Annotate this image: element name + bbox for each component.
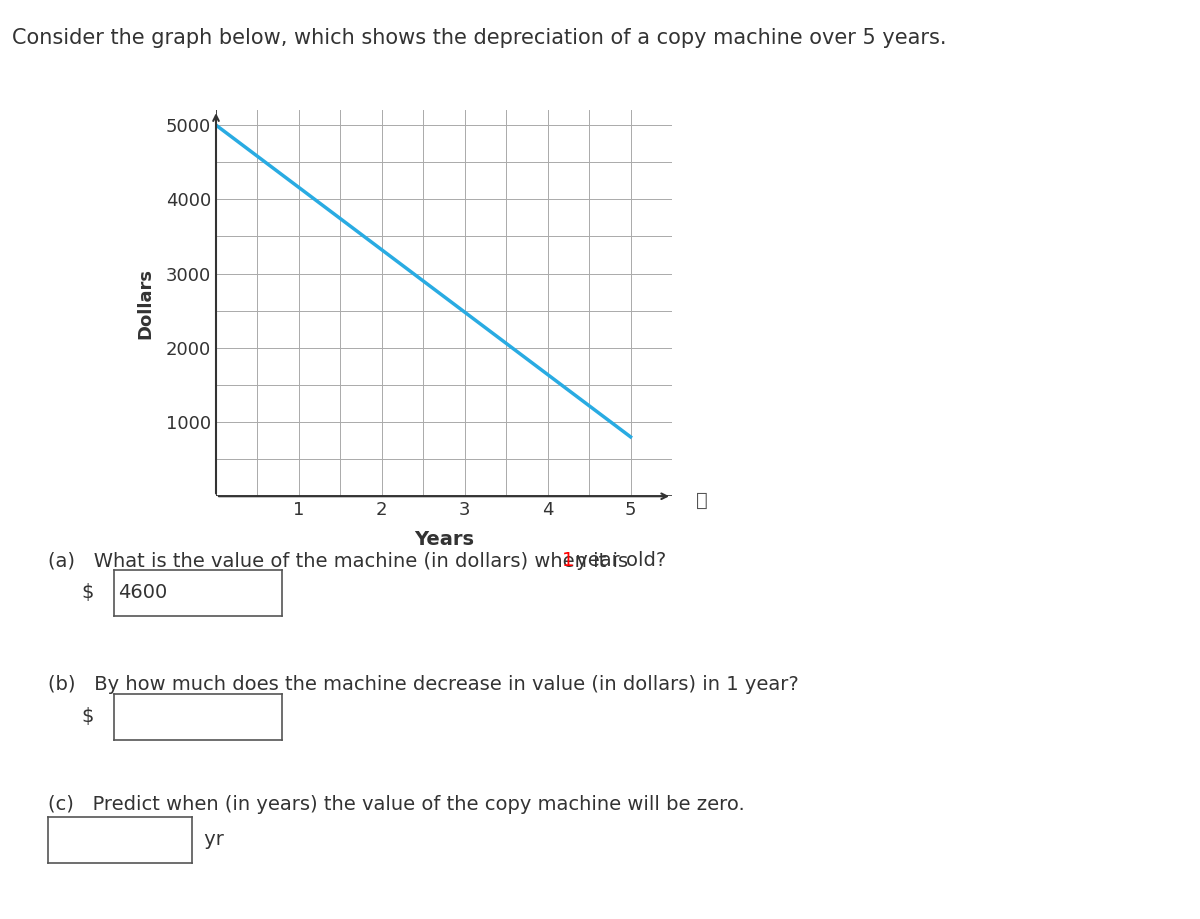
Text: (b)   By how much does the machine decrease in value (in dollars) in 1 year?: (b) By how much does the machine decreas… bbox=[48, 675, 799, 695]
Text: $: $ bbox=[82, 584, 101, 602]
Text: yr: yr bbox=[198, 831, 224, 849]
Text: 1: 1 bbox=[562, 551, 575, 571]
Text: year old?: year old? bbox=[570, 551, 667, 571]
X-axis label: Years: Years bbox=[414, 530, 474, 550]
Y-axis label: Dollars: Dollars bbox=[137, 267, 155, 339]
Text: (c)   Predict when (in years) the value of the copy machine will be zero.: (c) Predict when (in years) the value of… bbox=[48, 795, 745, 814]
Text: ⓘ: ⓘ bbox=[696, 492, 708, 510]
Text: (a)   What is the value of the machine (in dollars) when it is: (a) What is the value of the machine (in… bbox=[48, 551, 635, 571]
Text: Consider the graph below, which shows the depreciation of a copy machine over 5 : Consider the graph below, which shows th… bbox=[12, 28, 947, 48]
Text: 4600: 4600 bbox=[118, 584, 167, 602]
Text: $: $ bbox=[82, 708, 101, 726]
